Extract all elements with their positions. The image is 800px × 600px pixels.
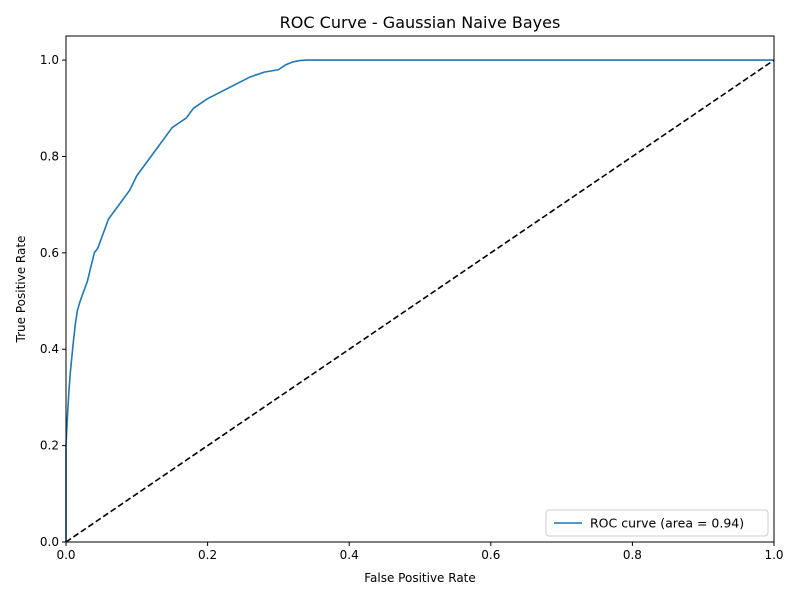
legend: ROC curve (area = 0.94) [545, 509, 769, 537]
y-tick-label: 0.2 [40, 439, 59, 453]
x-tick-label: 0.0 [56, 548, 75, 562]
y-tick-label: 0.6 [40, 246, 59, 260]
legend-box [545, 509, 769, 537]
y-tick-label: 1.0 [40, 53, 59, 67]
x-tick-label: 0.2 [198, 548, 217, 562]
y-axis-label: True Positive Rate [14, 236, 28, 344]
roc-curve-line [65, 59, 774, 542]
x-tick-label: 1.0 [764, 548, 783, 562]
y-tick-label: 0.4 [40, 342, 59, 356]
x-axis-label: False Positive Rate [364, 571, 476, 585]
y-axis-ticks: 0.0 0.2 0.4 0.6 0.8 1.0 [40, 53, 66, 549]
chance-diagonal-line [65, 59, 775, 543]
y-tick-label: 0.0 [40, 535, 59, 549]
axes-frame [65, 35, 775, 543]
chart-title: ROC Curve - Gaussian Naive Bayes [280, 13, 561, 32]
x-axis-ticks: 0.0 0.2 0.4 0.6 0.8 1.0 [56, 542, 784, 562]
plot-area [65, 59, 775, 543]
x-tick-label: 0.6 [481, 548, 500, 562]
x-tick-label: 0.8 [623, 548, 642, 562]
legend-entry-label: ROC curve (area = 0.94) [590, 516, 744, 531]
y-tick-label: 0.8 [40, 149, 59, 163]
x-tick-label: 0.4 [340, 548, 359, 562]
